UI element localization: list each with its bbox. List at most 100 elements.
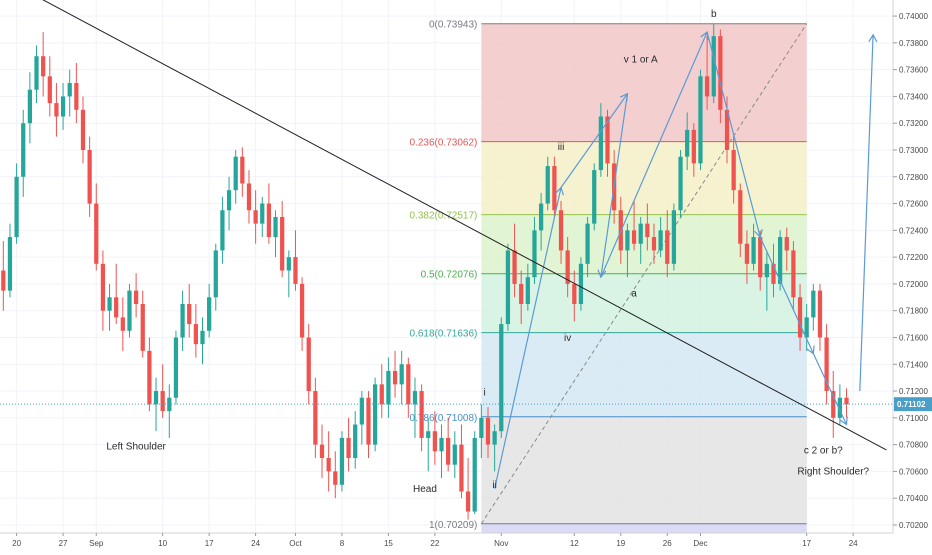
candle-body bbox=[605, 116, 610, 164]
drawing-lines[interactable] bbox=[0, 0, 893, 489]
candle-body bbox=[525, 277, 530, 304]
y-tick-label: 0.72200 bbox=[899, 253, 928, 262]
candle-body bbox=[133, 290, 139, 304]
x-tick-label: Nov bbox=[494, 539, 508, 548]
x-tick-label: 12 bbox=[570, 539, 579, 548]
candle-body bbox=[386, 370, 391, 405]
candle-body bbox=[651, 237, 657, 251]
candle-body bbox=[519, 283, 524, 304]
candle-body bbox=[685, 129, 690, 157]
candle-body bbox=[552, 166, 557, 211]
candle-body bbox=[665, 230, 670, 264]
y-tick-label: 0.71400 bbox=[899, 360, 928, 369]
candle-body bbox=[751, 237, 756, 264]
candle-body bbox=[592, 170, 597, 224]
candle-body bbox=[718, 36, 723, 110]
fib-trend-diagonal bbox=[480, 23, 808, 525]
x-tick-label: 17 bbox=[205, 539, 214, 548]
y-tick-label: 0.71200 bbox=[899, 387, 928, 396]
y-tick-label: 0.73000 bbox=[899, 146, 928, 155]
candle-body bbox=[439, 437, 444, 452]
candle-body bbox=[373, 384, 378, 445]
annotations-layer: Left Shoulder Head Right Shoulder? c 2 or b… bbox=[106, 9, 869, 495]
descending-trendline bbox=[42, 0, 887, 451]
candle-body bbox=[392, 370, 398, 385]
forecast-arrow bbox=[859, 33, 878, 392]
candle-body bbox=[7, 237, 13, 291]
candle-body bbox=[233, 156, 238, 191]
candle-body bbox=[339, 437, 345, 485]
candle-body bbox=[565, 250, 570, 284]
y-tick-label: 0.73800 bbox=[899, 39, 928, 48]
candle-body bbox=[266, 203, 272, 238]
candle-body bbox=[465, 491, 471, 512]
candle-body bbox=[47, 76, 52, 104]
x-tick-label: 15 bbox=[384, 539, 393, 548]
candle-body bbox=[346, 437, 351, 459]
fib-level-label: 0.786(0.71008) bbox=[410, 413, 478, 424]
wave-path-segment bbox=[597, 93, 629, 279]
fib-band-0-618 bbox=[481, 332, 807, 417]
candle-body bbox=[671, 210, 677, 264]
candle-body bbox=[313, 391, 318, 445]
candle-body bbox=[54, 103, 59, 117]
candle-body bbox=[167, 397, 172, 412]
candle-body bbox=[173, 337, 179, 398]
x-tick-label: 19 bbox=[616, 539, 625, 548]
annotation-label: iv bbox=[564, 333, 571, 344]
candle-body bbox=[837, 397, 843, 418]
x-tick-label: 8 bbox=[340, 539, 345, 548]
y-tick-label: 0.70400 bbox=[899, 494, 928, 503]
candle-body bbox=[333, 471, 338, 485]
candles-layer bbox=[1, 24, 849, 520]
candle-body bbox=[724, 109, 730, 150]
candle-body bbox=[80, 109, 86, 150]
y-tick-label: 0.71800 bbox=[899, 307, 928, 316]
candle-body bbox=[432, 431, 438, 452]
candle-body bbox=[538, 203, 544, 231]
fib-level-label: 0.382(0.72517) bbox=[410, 211, 478, 222]
candle-body bbox=[598, 116, 603, 171]
fib-level-label: 0(0.73943) bbox=[429, 20, 477, 31]
y-tick-label: 0.71000 bbox=[899, 414, 928, 423]
candle-body bbox=[678, 156, 683, 211]
candle-body bbox=[804, 317, 809, 338]
wave-path-segment bbox=[494, 186, 565, 489]
candle-body bbox=[558, 210, 564, 251]
candle-body bbox=[426, 431, 431, 438]
y-tick-label: 0.74000 bbox=[899, 12, 928, 21]
candle-body bbox=[459, 444, 464, 492]
candle-body bbox=[293, 257, 298, 284]
candle-body bbox=[34, 56, 39, 90]
y-tick-label: 0.71600 bbox=[899, 333, 928, 342]
candle-body bbox=[359, 397, 364, 425]
candle-body bbox=[738, 190, 743, 244]
candle-body bbox=[472, 437, 477, 512]
x-tick-label: 10 bbox=[158, 539, 167, 548]
candle-body bbox=[140, 303, 145, 351]
candle-body bbox=[731, 149, 736, 191]
candle-body bbox=[114, 297, 119, 318]
fib-band-0-5 bbox=[481, 273, 807, 333]
x-tick-label: Oct bbox=[289, 539, 302, 548]
candle-body bbox=[532, 230, 537, 278]
y-tick-label: 0.72400 bbox=[899, 226, 928, 235]
candle-body bbox=[572, 283, 577, 304]
fibonacci-retracement[interactable]: 0(0.73943) 0.236(0.73062) 0.382(0.72517) 0.… bbox=[410, 20, 808, 533]
candle-body bbox=[41, 56, 46, 77]
x-tick-label: 20 bbox=[12, 539, 21, 548]
wave-path-segment bbox=[812, 353, 848, 426]
candle-body bbox=[691, 129, 696, 164]
candle-body bbox=[631, 230, 637, 244]
candle-body bbox=[711, 36, 716, 97]
candle-body bbox=[187, 303, 192, 325]
candle-body bbox=[100, 263, 106, 311]
candle-body bbox=[419, 391, 424, 438]
annotation-label: i bbox=[484, 388, 486, 399]
candle-body bbox=[326, 458, 331, 472]
y-tick-label: 0.72600 bbox=[899, 200, 928, 209]
candle-body bbox=[153, 391, 159, 405]
y-tick-label: 0.72800 bbox=[899, 173, 928, 182]
candle-body bbox=[698, 76, 703, 164]
